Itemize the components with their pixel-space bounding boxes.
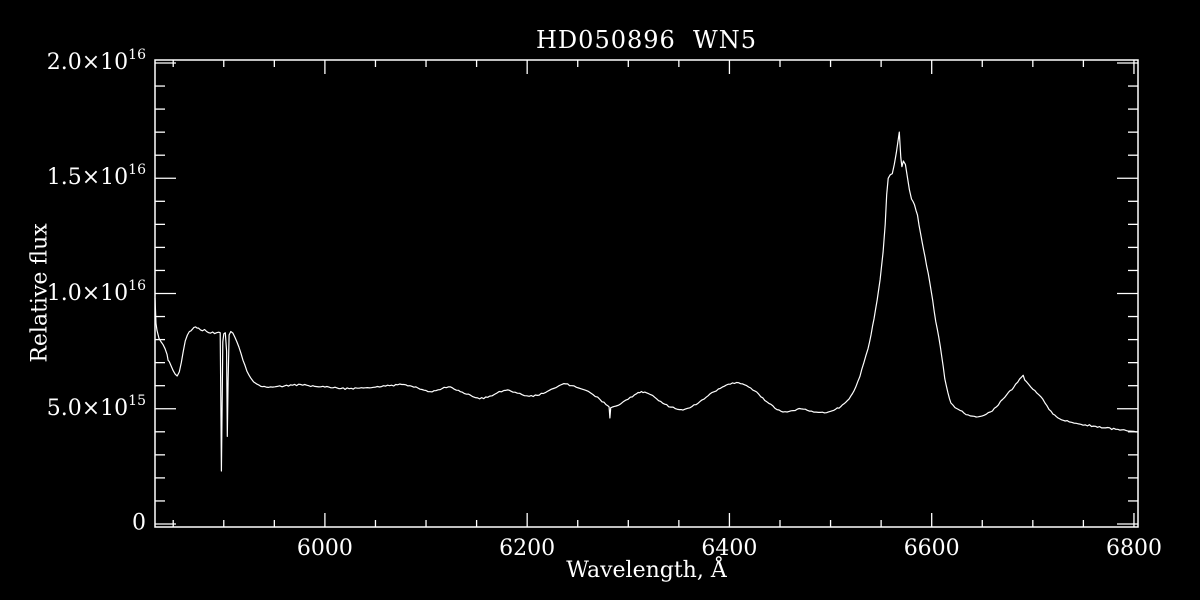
x-axis-label: Wavelength, Å [566, 558, 727, 583]
x-tick-label: 6800 [1105, 536, 1162, 561]
y-tick-label: 0 [132, 510, 146, 536]
x-tick-label: 6200 [499, 536, 556, 561]
y-tick-label: 5.0×1015 [46, 392, 146, 421]
chart-title: HD050896 WN5 [536, 26, 757, 54]
plot-frame [154, 59, 1139, 528]
x-tick-label: 6600 [903, 536, 960, 561]
y-tick-label: 1.0×1016 [46, 277, 146, 306]
spectrum-line [154, 131, 1139, 472]
y-tick-label: 2.0×1016 [46, 46, 146, 76]
y-tick-label: 1.5×1016 [46, 162, 146, 191]
x-tick-label: 6400 [701, 536, 758, 561]
x-tick-label: 6000 [296, 536, 353, 561]
axis-ticks [155, 60, 1138, 527]
